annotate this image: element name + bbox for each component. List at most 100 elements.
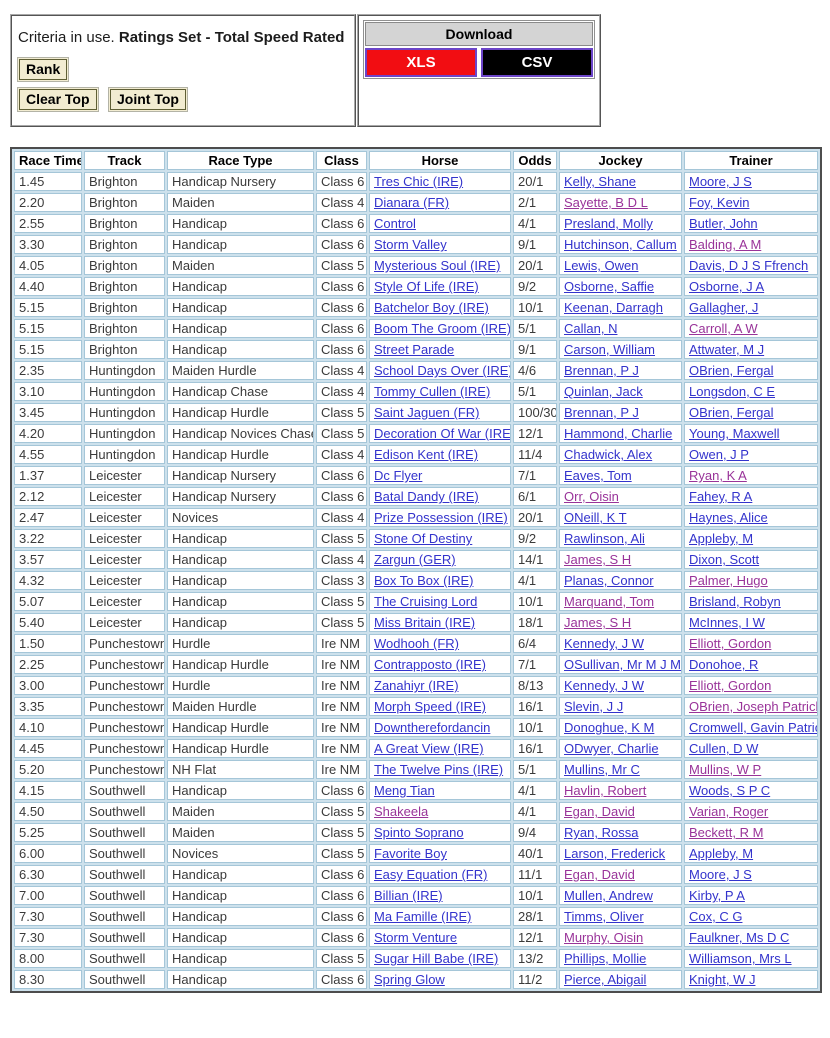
jockey-link[interactable]: Mullen, Andrew — [564, 888, 653, 903]
trainer-link[interactable]: Dixon, Scott — [689, 552, 760, 567]
horse-link[interactable]: Batchelor Boy (IRE) — [374, 300, 489, 315]
horse-link[interactable]: Favorite Boy — [374, 846, 447, 861]
horse-link[interactable]: Dianara (FR) — [374, 195, 450, 210]
jockey-link[interactable]: Eaves, Tom — [564, 468, 632, 483]
csv-download-button[interactable]: CSV — [481, 48, 593, 77]
jockey-link[interactable]: Carson, William — [564, 342, 656, 357]
trainer-link[interactable]: Cullen, D W — [689, 741, 759, 756]
jockey-link[interactable]: Timms, Oliver — [564, 909, 644, 924]
jockey-link[interactable]: Kennedy, J W — [564, 636, 644, 651]
trainer-link[interactable]: Young, Maxwell — [689, 426, 780, 441]
horse-link[interactable]: Morph Speed (IRE) — [374, 699, 486, 714]
jockey-link[interactable]: Kennedy, J W — [564, 678, 644, 693]
jockey-link[interactable]: Mullins, Mr C — [564, 762, 640, 777]
jockey-link[interactable]: Brennan, P J — [564, 405, 639, 420]
trainer-link[interactable]: Mullins, W P — [689, 762, 762, 777]
trainer-link[interactable]: Beckett, R M — [689, 825, 764, 840]
horse-link[interactable]: Sugar Hill Babe (IRE) — [374, 951, 499, 966]
horse-link[interactable]: Contrapposto (IRE) — [374, 657, 486, 672]
xls-download-button[interactable]: XLS — [365, 48, 477, 77]
horse-link[interactable]: Boom The Groom (IRE) — [374, 321, 511, 336]
jockey-link[interactable]: Pierce, Abigail — [564, 972, 647, 987]
jockey-link[interactable]: Lewis, Owen — [564, 258, 639, 273]
trainer-link[interactable]: Appleby, M — [689, 531, 754, 546]
horse-link[interactable]: The Cruising Lord — [374, 594, 478, 609]
jockey-link[interactable]: Orr, Oisin — [564, 489, 619, 504]
horse-link[interactable]: Mysterious Soul (IRE) — [374, 258, 501, 273]
horse-link[interactable]: Box To Box (IRE) — [374, 573, 474, 588]
horse-link[interactable]: Downtherefordancin — [374, 720, 491, 735]
trainer-link[interactable]: Gallagher, J — [689, 300, 759, 315]
horse-link[interactable]: Decoration Of War (IRE) — [374, 426, 511, 441]
trainer-link[interactable]: Butler, John — [689, 216, 758, 231]
jockey-link[interactable]: Chadwick, Alex — [564, 447, 653, 462]
horse-link[interactable]: Zanahiyr (IRE) — [374, 678, 459, 693]
jockey-link[interactable]: Murphy, Oisin — [564, 930, 644, 945]
trainer-link[interactable]: Moore, J S — [689, 867, 752, 882]
horse-link[interactable]: Zargun (GER) — [374, 552, 456, 567]
jockey-link[interactable]: Havlin, Robert — [564, 783, 647, 798]
jockey-link[interactable]: Callan, N — [564, 321, 618, 336]
horse-link[interactable]: Dc Flyer — [374, 468, 423, 483]
horse-link[interactable]: Edison Kent (IRE) — [374, 447, 479, 462]
jockey-link[interactable]: Donoghue, K M — [564, 720, 655, 735]
trainer-link[interactable]: Woods, S P C — [689, 783, 771, 798]
horse-link[interactable]: School Days Over (IRE) — [374, 363, 511, 378]
horse-link[interactable]: Wodhooh (FR) — [374, 636, 460, 651]
horse-link[interactable]: The Twelve Pins (IRE) — [374, 762, 504, 777]
jockey-link[interactable]: Hammond, Charlie — [564, 426, 673, 441]
trainer-link[interactable]: McInnes, I W — [689, 615, 765, 630]
jockey-link[interactable]: Quinlan, Jack — [564, 384, 643, 399]
trainer-link[interactable]: OBrien, Fergal — [689, 405, 774, 420]
jockey-link[interactable]: Keenan, Darragh — [564, 300, 664, 315]
trainer-link[interactable]: Knight, W J — [689, 972, 756, 987]
trainer-link[interactable]: Balding, A M — [689, 237, 762, 252]
trainer-link[interactable]: Brisland, Robyn — [689, 594, 781, 609]
clear-top-button[interactable]: Clear Top — [19, 89, 97, 110]
trainer-link[interactable]: Kirby, P A — [689, 888, 745, 903]
jockey-link[interactable]: Egan, David — [564, 867, 635, 882]
horse-link[interactable]: Spring Glow — [374, 972, 445, 987]
jockey-link[interactable]: ODwyer, Charlie — [564, 741, 659, 756]
horse-link[interactable]: Storm Valley — [374, 237, 447, 252]
trainer-link[interactable]: OBrien, Joseph Patrick — [689, 699, 818, 714]
jockey-link[interactable]: ONeill, K T — [564, 510, 627, 525]
horse-link[interactable]: Easy Equation (FR) — [374, 867, 488, 882]
horse-link[interactable]: Style Of Life (IRE) — [374, 279, 479, 294]
trainer-link[interactable]: Osborne, J A — [689, 279, 765, 294]
trainer-link[interactable]: Owen, J P — [689, 447, 749, 462]
joint-top-button[interactable]: Joint Top — [109, 89, 186, 110]
trainer-link[interactable]: Moore, J S — [689, 174, 752, 189]
trainer-link[interactable]: Haynes, Alice — [689, 510, 768, 525]
trainer-link[interactable]: Williamson, Mrs L — [689, 951, 792, 966]
trainer-link[interactable]: Fahey, R A — [689, 489, 753, 504]
jockey-link[interactable]: Sayette, B D L — [564, 195, 648, 210]
jockey-link[interactable]: Presland, Molly — [564, 216, 653, 231]
trainer-link[interactable]: Elliott, Gordon — [689, 678, 772, 693]
horse-link[interactable]: Spinto Soprano — [374, 825, 464, 840]
trainer-link[interactable]: Appleby, M — [689, 846, 754, 861]
horse-link[interactable]: Control — [374, 216, 416, 231]
jockey-link[interactable]: Osborne, Saffie — [564, 279, 655, 294]
trainer-link[interactable]: OBrien, Fergal — [689, 363, 774, 378]
horse-link[interactable]: Stone Of Destiny — [374, 531, 473, 546]
horse-link[interactable]: Billian (IRE) — [374, 888, 443, 903]
jockey-link[interactable]: Hutchinson, Callum — [564, 237, 677, 252]
horse-link[interactable]: Tommy Cullen (IRE) — [374, 384, 491, 399]
rank-button[interactable]: Rank — [19, 59, 68, 80]
trainer-link[interactable]: Cromwell, Gavin Patrick — [689, 720, 818, 735]
horse-link[interactable]: Street Parade — [374, 342, 455, 357]
trainer-link[interactable]: Carroll, A W — [689, 321, 758, 336]
jockey-link[interactable]: Slevin, J J — [564, 699, 624, 714]
trainer-link[interactable]: Faulkner, Ms D C — [689, 930, 790, 945]
jockey-link[interactable]: Phillips, Mollie — [564, 951, 647, 966]
horse-link[interactable]: A Great View (IRE) — [374, 741, 484, 756]
jockey-link[interactable]: Rawlinson, Ali — [564, 531, 645, 546]
trainer-link[interactable]: Donohoe, R — [689, 657, 759, 672]
trainer-link[interactable]: Varian, Roger — [689, 804, 769, 819]
jockey-link[interactable]: Marquand, Tom — [564, 594, 655, 609]
jockey-link[interactable]: James, S H — [564, 552, 632, 567]
horse-link[interactable]: Batal Dandy (IRE) — [374, 489, 479, 504]
jockey-link[interactable]: Egan, David — [564, 804, 635, 819]
jockey-link[interactable]: OSullivan, Mr M J M — [564, 657, 682, 672]
